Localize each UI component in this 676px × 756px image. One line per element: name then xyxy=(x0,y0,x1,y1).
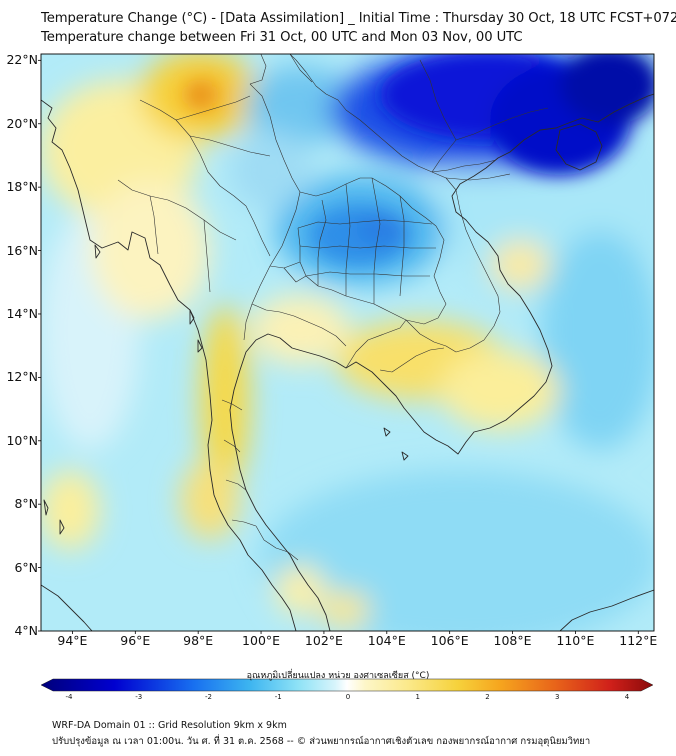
colorbar xyxy=(40,678,654,692)
axis-ticks xyxy=(38,59,639,634)
colorbar-tick-label: 2 xyxy=(485,693,490,701)
colorbar-tick-label: -4 xyxy=(65,693,73,701)
lat-label: 6°N xyxy=(14,559,38,575)
lat-label: 16°N xyxy=(6,242,38,258)
lat-label: 20°N xyxy=(6,115,38,131)
colorbar-label: อุณหภูมิเปลี่ยนแปลง หน่วย องศาเซลเซียส (… xyxy=(246,671,430,681)
map-title: Temperature Change (°C) - [Data Assimila… xyxy=(41,11,676,26)
colorbar-tick-label: 3 xyxy=(555,693,560,701)
lat-label: 12°N xyxy=(6,369,38,385)
lon-label: 112°E xyxy=(619,633,658,648)
lon-label: 100°E xyxy=(242,633,281,648)
lon-label: 106°E xyxy=(430,633,469,648)
lon-label: 94°E xyxy=(57,633,88,648)
colorbar-tick-label: -1 xyxy=(274,693,282,701)
footer-resolution: WRF-DA Domain 01 :: Grid Resolution 9km … xyxy=(52,720,287,731)
lat-label: 4°N xyxy=(14,623,38,638)
footer-update: ปรับปรุงข้อมูล ณ เวลา 01:00น. วัน ศ. ที่… xyxy=(52,736,591,747)
lon-label: 98°E xyxy=(183,633,214,648)
lat-label: 8°N xyxy=(14,496,38,512)
colorbar-tick-label: 1 xyxy=(415,693,420,701)
lat-label: 14°N xyxy=(6,305,38,321)
lon-label: 110°E xyxy=(556,633,595,648)
map-subtitle: Temperature change between Fri 31 Oct, 0… xyxy=(41,30,523,45)
temperature-field xyxy=(41,54,654,631)
colorbar-tick-label: 4 xyxy=(624,693,630,701)
colorbar-bar xyxy=(40,678,654,692)
lat-label: 10°N xyxy=(6,432,38,448)
coastlines-borders xyxy=(41,93,654,631)
colorbar-tick-label: -3 xyxy=(135,693,143,701)
lon-label: 104°E xyxy=(367,633,406,648)
lat-label: 22°N xyxy=(6,52,38,68)
colorbar-tick-label: -2 xyxy=(205,693,212,701)
lon-label: 102°E xyxy=(304,633,343,648)
map-frame xyxy=(40,53,655,632)
lon-label: 108°E xyxy=(493,633,532,648)
colorbar-tick-label: 0 xyxy=(345,693,351,701)
lon-label: 96°E xyxy=(120,633,151,648)
lat-label: 18°N xyxy=(6,179,38,195)
admin-borders xyxy=(117,54,549,561)
